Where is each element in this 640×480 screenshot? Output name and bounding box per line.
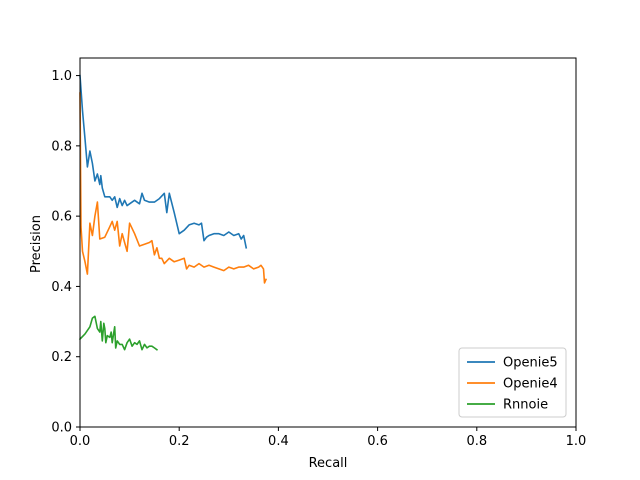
x-tick-label: 0.8 (466, 434, 487, 449)
ticks-layer: 0.0 0.2 0.4 0.6 0.8 1.0 0.0 0.2 0.4 0.6 0.8 1.0 (51, 69, 586, 449)
y-tick-label: 0.6 (51, 210, 72, 225)
series-line-rnnoie (78, 315, 159, 351)
y-tick-label: 0.0 (51, 421, 72, 436)
legend-label-rnnoie: Rnnoie (503, 398, 548, 413)
y-tick-label: 1.0 (51, 69, 72, 84)
axes-layer (79, 57, 577, 428)
series-layer (78, 74, 268, 351)
x-axis-label: Recall (309, 456, 348, 471)
series-line-openie4 (79, 92, 268, 284)
x-tick-label: 0.0 (70, 434, 91, 449)
legend-label-openie4: Openie4 (503, 377, 558, 392)
x-tick-label: 1.0 (566, 434, 587, 449)
x-tick-label: 0.4 (268, 434, 289, 449)
legend-label-openie5: Openie5 (503, 356, 558, 371)
axes-frame (79, 57, 577, 428)
x-tick-label: 0.2 (169, 434, 190, 449)
legend: Openie5 Openie4 Rnnoie (458, 347, 567, 418)
y-axis-label: Precision (29, 215, 44, 273)
x-tick-label: 0.6 (367, 434, 388, 449)
y-tick-label: 0.8 (51, 139, 72, 154)
legend-box (458, 347, 567, 418)
series-line-openie5 (79, 74, 248, 249)
y-tick-label: 0.2 (51, 350, 72, 365)
y-tick-label: 0.4 (51, 280, 72, 295)
